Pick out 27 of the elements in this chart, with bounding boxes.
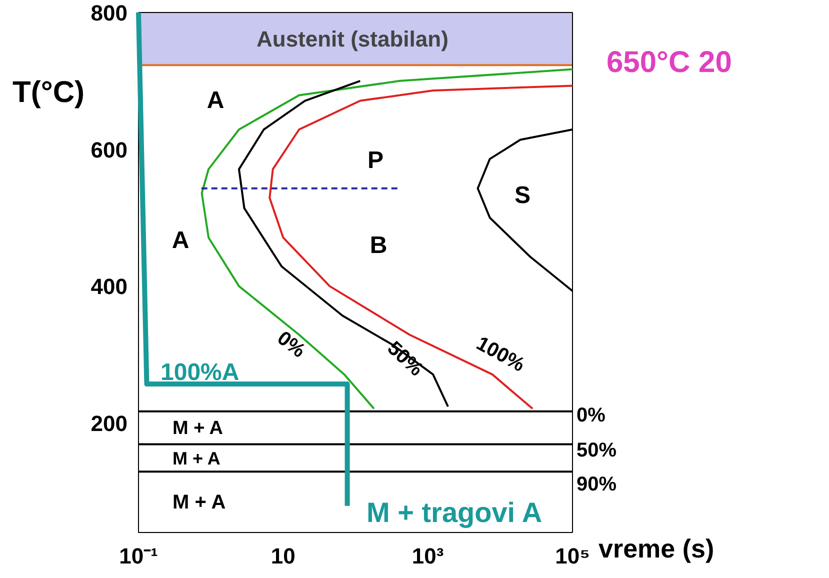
x-tick-label: 10³ [412,544,444,568]
text: 50% [576,440,617,462]
x-tick-label: 10⁵ [555,544,590,568]
annotation: M + A [172,418,224,439]
y-axis-title: T(°C) [12,76,84,109]
y-tick-label: 800 [90,0,128,26]
annotation: A [206,87,224,114]
annotation: S [514,182,531,209]
band-label: Austenit (stabilan) [256,26,448,52]
text: 90% [576,474,617,496]
annotation: 100%A [160,359,240,386]
x-tick-label: 10 [270,544,296,568]
x-tick-label: 10⁻¹ [119,544,158,568]
annotation: M + tragovi A [366,497,542,528]
y-tick-label: 600 [90,137,128,162]
text: 0% [576,404,606,426]
annotation: B [370,232,388,259]
annotation: M + A [172,448,220,468]
text: 650°C 20 [606,46,732,79]
annotation: A [172,227,190,254]
text: 100% [472,332,528,376]
y-tick-label: 200 [90,411,128,436]
annotation: P [367,147,384,174]
text: 0% [272,327,310,362]
y-tick-label: 400 [90,274,128,300]
annotation: M + A [172,492,226,514]
x-axis-title: vreme (s) [598,534,714,564]
